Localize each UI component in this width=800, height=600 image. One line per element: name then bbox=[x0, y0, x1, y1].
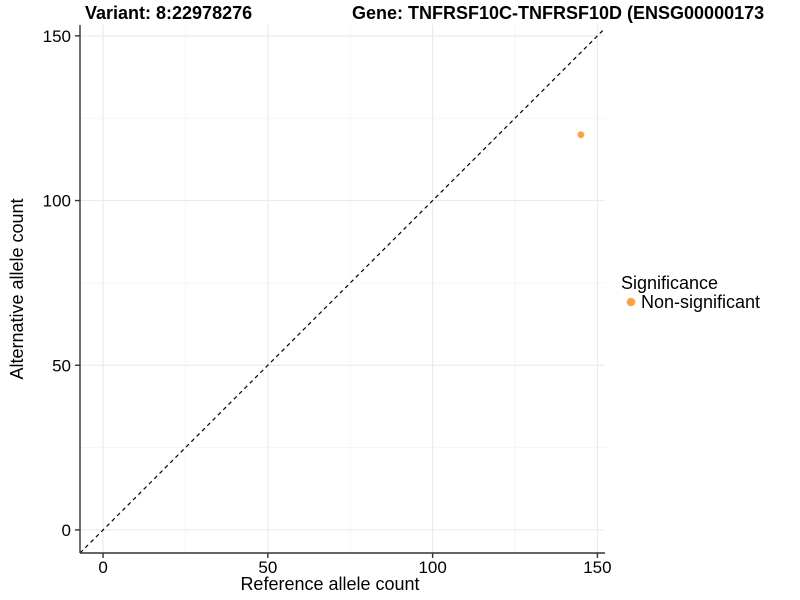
legend-item-label: Non-significant bbox=[641, 292, 760, 312]
y-tick-label: 100 bbox=[43, 192, 71, 211]
y-tick-label: 50 bbox=[52, 356, 71, 375]
plot-area: 0 50 100 150 0 50 100 150 bbox=[43, 25, 612, 577]
data-point bbox=[577, 131, 585, 139]
variant-title: Variant: 8:22978276 bbox=[85, 3, 252, 23]
legend: Significance Non-significant bbox=[621, 273, 760, 312]
gene-title: Gene: TNFRSF10C-TNFRSF10D (ENSG00000173 bbox=[352, 3, 764, 23]
x-tick-label: 100 bbox=[418, 558, 446, 577]
x-tick-label: 150 bbox=[583, 558, 611, 577]
y-tick-label: 150 bbox=[43, 27, 71, 46]
x-tick-label: 0 bbox=[98, 558, 107, 577]
x-tick-label: 50 bbox=[258, 558, 277, 577]
y-tick-label: 0 bbox=[62, 521, 71, 540]
legend-title: Significance bbox=[621, 273, 718, 293]
x-axis-title: Reference allele count bbox=[240, 574, 419, 594]
legend-point-icon bbox=[626, 297, 636, 307]
y-axis-title: Alternative allele count bbox=[7, 198, 27, 379]
identity-reference-line bbox=[79, 27, 606, 554]
